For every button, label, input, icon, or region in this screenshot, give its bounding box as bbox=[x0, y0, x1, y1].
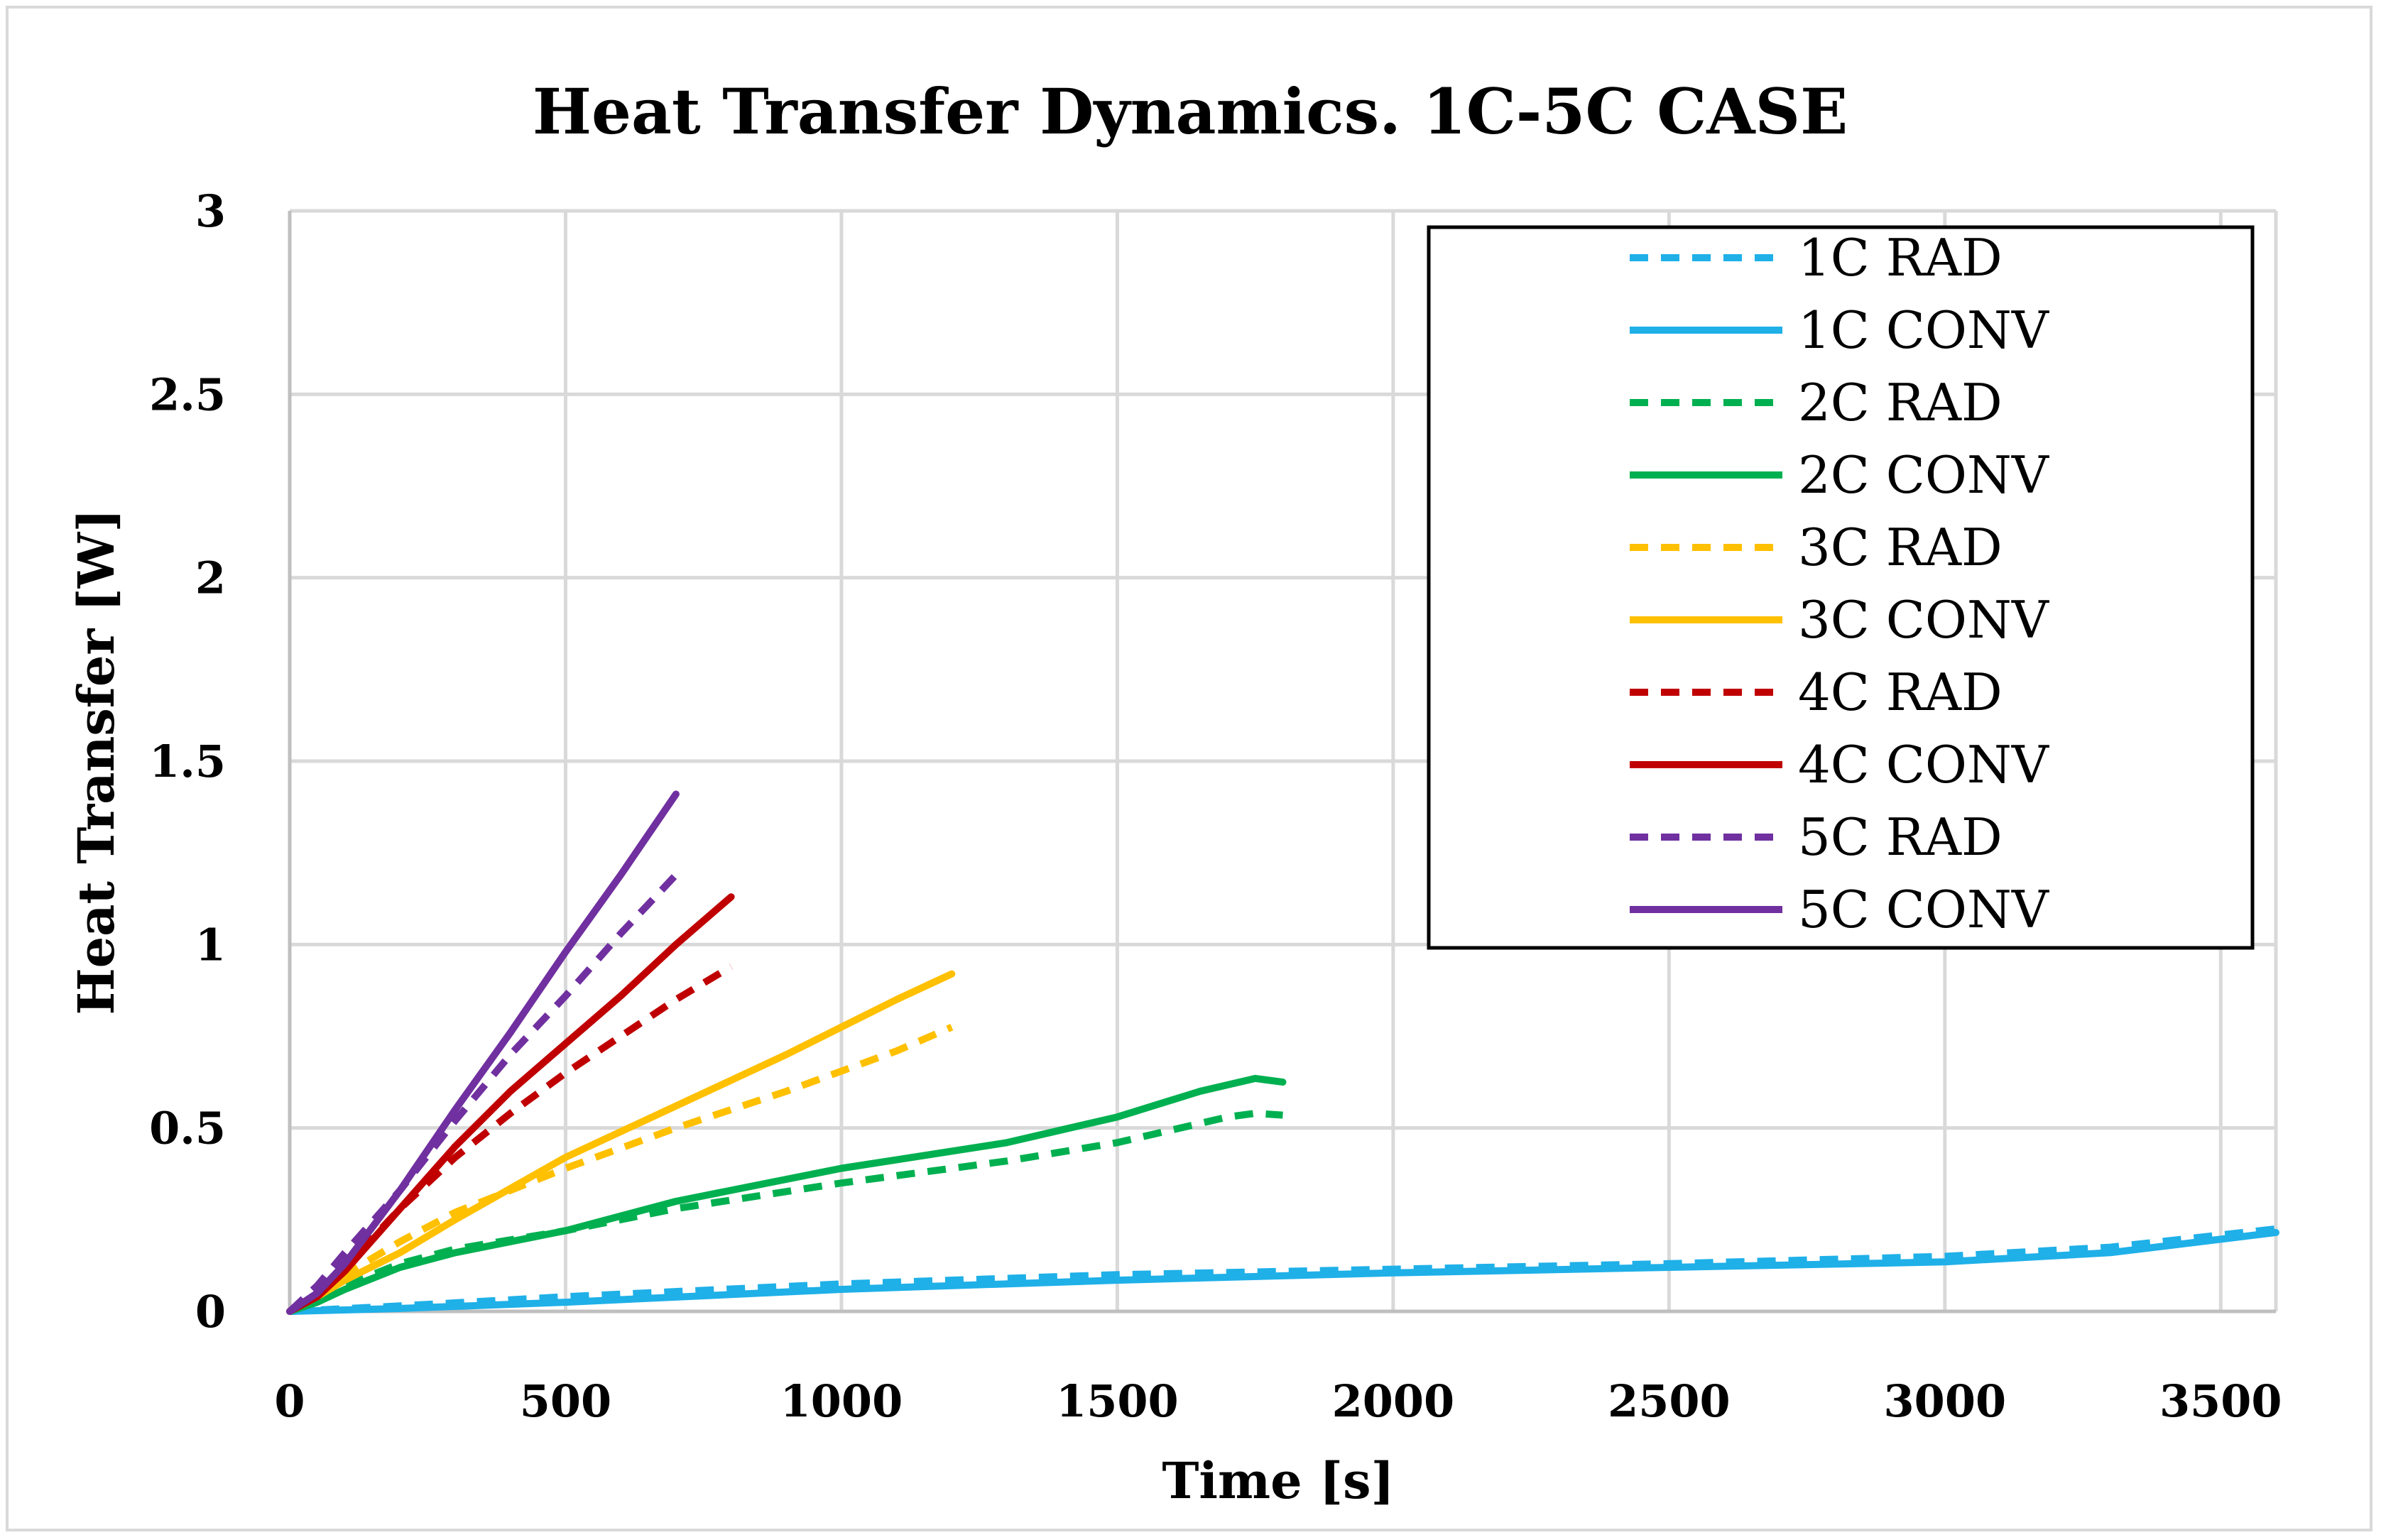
y-tick-label: 1 bbox=[195, 919, 226, 971]
legend: 1C RAD 1C CONV 2C RAD 2C CONV 3C RAD 3C CONV 4… bbox=[1427, 225, 2255, 950]
legend-label-1c-rad: 1C RAD bbox=[1798, 228, 2003, 288]
x-tick-label: 500 bbox=[520, 1375, 611, 1427]
y-tick-label: 1.5 bbox=[149, 736, 226, 787]
series-group bbox=[286, 790, 2279, 1315]
x-tick-label: 2500 bbox=[1608, 1375, 1731, 1427]
series-line-2c-conv bbox=[286, 1074, 1287, 1315]
x-tick-label: 0 bbox=[274, 1375, 305, 1427]
y-tick-label: 2 bbox=[195, 552, 226, 604]
y-tick-label: 0.5 bbox=[149, 1103, 226, 1154]
legend-label-5c-rad: 5C RAD bbox=[1798, 807, 2003, 867]
series-line-1c-conv bbox=[286, 1228, 2279, 1315]
series-line-3c-conv bbox=[286, 970, 956, 1315]
legend-label-4c-conv: 4C CONV bbox=[1798, 735, 2050, 794]
x-tick-label: 2000 bbox=[1332, 1375, 1455, 1427]
x-tick-label: 1500 bbox=[1056, 1375, 1179, 1427]
y-axis-label: Heat Transfer [W] bbox=[67, 508, 126, 1015]
legend-label-3c-conv: 3C CONV bbox=[1798, 590, 2050, 650]
y-tick-label: 0 bbox=[195, 1286, 226, 1338]
chart-title: Heat Transfer Dynamics. 1C-5C CASE bbox=[533, 75, 1848, 148]
legend-label-1c-conv: 1C CONV bbox=[1798, 300, 2050, 360]
series-line-4c-rad bbox=[288, 963, 734, 1315]
series-line-5c-conv bbox=[286, 790, 680, 1315]
y-tick-label: 2.5 bbox=[149, 368, 226, 420]
legend-label-5c-conv: 5C CONV bbox=[1798, 880, 2050, 939]
series-line-1c-rad bbox=[289, 1225, 2277, 1315]
tick-labels: 0 500 1000 1500 2000 2500 3000 3500 0 0.5 1 1.5 2 2.5… bbox=[149, 185, 2282, 1427]
x-tick-label: 1000 bbox=[780, 1375, 903, 1427]
x-axis-label: Time [s] bbox=[1162, 1451, 1394, 1510]
legend-label-2c-conv: 2C CONV bbox=[1798, 445, 2050, 505]
legend-box bbox=[1427, 225, 2255, 950]
legend-label-2c-rad: 2C RAD bbox=[1798, 373, 2003, 432]
x-tick-label: 3000 bbox=[1884, 1375, 2007, 1427]
legend-label-3c-rad: 3C RAD bbox=[1798, 518, 2003, 577]
axes bbox=[288, 211, 2276, 1314]
series-line-4c-conv bbox=[286, 893, 735, 1315]
series-line-5c-rad bbox=[287, 872, 679, 1314]
y-tick-label: 3 bbox=[195, 185, 226, 237]
x-tick-label: 3500 bbox=[2159, 1375, 2282, 1427]
legend-label-4c-rad: 4C RAD bbox=[1798, 662, 2003, 722]
